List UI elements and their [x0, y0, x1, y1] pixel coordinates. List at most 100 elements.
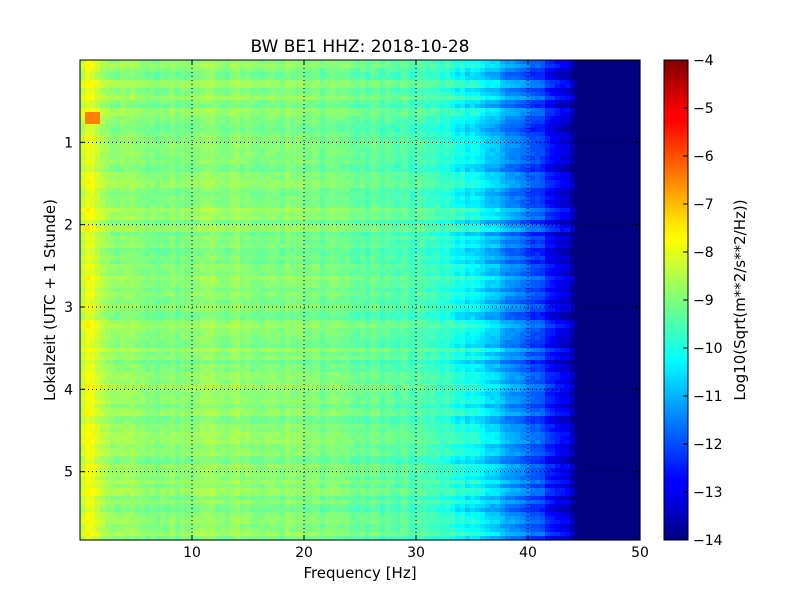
heatmap-cell	[270, 124, 276, 129]
heatmap-cell	[280, 156, 286, 161]
heatmap-cell	[90, 72, 96, 77]
heatmap-cell	[565, 68, 571, 73]
heatmap-cell	[185, 236, 191, 241]
heatmap-cell	[450, 132, 456, 137]
heatmap-cell	[625, 204, 631, 209]
heatmap-cell	[530, 176, 536, 181]
heatmap-cell	[190, 228, 196, 233]
heatmap-cell	[365, 128, 371, 133]
heatmap-cell	[420, 164, 426, 169]
heatmap-cell	[290, 232, 296, 237]
heatmap-cell	[410, 60, 416, 65]
heatmap-cell	[85, 192, 91, 197]
heatmap-cell	[500, 80, 506, 85]
heatmap-cell	[535, 212, 541, 217]
heatmap-cell	[525, 172, 531, 177]
heatmap-cell	[220, 92, 226, 97]
heatmap-cell	[320, 220, 326, 225]
heatmap-cell	[455, 204, 461, 209]
heatmap-cell	[350, 80, 356, 85]
heatmap-cell	[300, 232, 306, 237]
heatmap-cell	[255, 188, 261, 193]
heatmap-cell	[280, 116, 286, 121]
heatmap-cell	[190, 136, 196, 141]
heatmap-cell	[600, 60, 606, 65]
heatmap-cell	[85, 216, 91, 221]
heatmap-cell	[275, 196, 281, 201]
heatmap-cell	[470, 104, 476, 109]
heatmap-cell	[370, 228, 376, 233]
heatmap-cell	[470, 76, 476, 81]
heatmap-cell	[575, 232, 581, 237]
heatmap-cell	[635, 88, 641, 93]
heatmap-cell	[600, 104, 606, 109]
heatmap-cell	[605, 192, 611, 197]
heatmap-cell	[425, 132, 431, 137]
heatmap-cell	[130, 148, 136, 153]
heatmap-cell	[500, 228, 506, 233]
heatmap-cell	[225, 84, 231, 89]
heatmap-cell	[220, 184, 226, 189]
heatmap-cell	[470, 160, 476, 165]
heatmap-cell	[505, 60, 511, 65]
heatmap-cell	[210, 152, 216, 157]
heatmap-cell	[585, 200, 591, 205]
heatmap-cell	[330, 100, 336, 105]
heatmap-cell	[275, 164, 281, 169]
heatmap-cell	[595, 216, 601, 221]
heatmap-cell	[395, 148, 401, 153]
heatmap-cell	[230, 124, 236, 129]
heatmap-cell	[585, 68, 591, 73]
heatmap-cell	[550, 100, 556, 105]
heatmap-cell	[435, 164, 441, 169]
heatmap-cell	[385, 224, 391, 229]
heatmap-cell	[430, 224, 436, 229]
heatmap-cell	[215, 160, 221, 165]
heatmap-cell	[455, 100, 461, 105]
heatmap-cell	[290, 228, 296, 233]
heatmap-cell	[525, 216, 531, 221]
heatmap-cell	[385, 64, 391, 69]
heatmap-cell	[560, 76, 566, 81]
heatmap-cell	[225, 148, 231, 153]
heatmap-cell	[325, 60, 331, 65]
heatmap-cell	[410, 124, 416, 129]
heatmap-cell	[145, 184, 151, 189]
heatmap-cell	[360, 124, 366, 129]
heatmap-cell	[520, 208, 526, 213]
heatmap-cell	[105, 76, 111, 81]
heatmap-cell	[420, 104, 426, 109]
heatmap-cell	[580, 156, 586, 161]
heatmap-cell	[550, 152, 556, 157]
heatmap-cell	[120, 180, 126, 185]
heatmap-cell	[595, 68, 601, 73]
heatmap-cell	[595, 168, 601, 173]
heatmap-cell	[335, 200, 341, 205]
heatmap-cell	[175, 108, 181, 113]
heatmap-cell	[100, 120, 106, 125]
heatmap-cell	[480, 140, 486, 145]
heatmap-cell	[540, 212, 546, 217]
heatmap-cell	[195, 200, 201, 205]
heatmap-cell	[595, 188, 601, 193]
heatmap-cell	[610, 228, 616, 233]
heatmap-cell	[575, 140, 581, 145]
heatmap-cell	[265, 140, 271, 145]
heatmap-cell	[155, 68, 161, 73]
heatmap-cell	[520, 64, 526, 69]
heatmap-cell	[135, 128, 141, 133]
heatmap-cell	[260, 68, 266, 73]
heatmap-cell	[375, 196, 381, 201]
heatmap-cell	[580, 188, 586, 193]
heatmap-cell	[225, 176, 231, 181]
heatmap-cell	[110, 168, 116, 173]
heatmap-cell	[600, 200, 606, 205]
heatmap-cell	[270, 188, 276, 193]
heatmap-cell	[230, 136, 236, 141]
heatmap-cell	[135, 120, 141, 125]
heatmap-cell	[130, 212, 136, 217]
heatmap-cell	[605, 152, 611, 157]
heatmap-cell	[485, 104, 491, 109]
heatmap-cell	[175, 208, 181, 213]
heatmap-cell	[465, 144, 471, 149]
